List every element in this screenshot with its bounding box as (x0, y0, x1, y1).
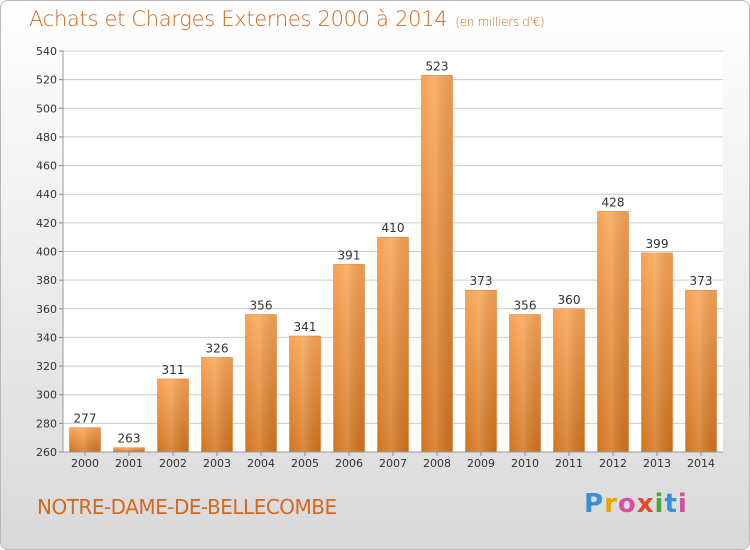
x-tick-label: 2013 (643, 457, 671, 470)
x-tick-label: 2001 (115, 457, 143, 470)
logo-letter: P (584, 489, 605, 519)
data-label: 410 (382, 221, 405, 235)
chart-title-text: Achats et Charges Externes 2000 à 2014 (29, 7, 448, 31)
y-axis: 260 280 300 320 340 360 380 400 420 440 460 480 500 5… (36, 45, 64, 459)
bar-shade (289, 335, 321, 452)
y-tick-label: 360 (36, 303, 57, 316)
y-tick-label: 320 (36, 360, 57, 373)
logo-letter: r (604, 489, 618, 519)
y-tick-label: 280 (36, 417, 57, 430)
x-tick-label: 2007 (379, 457, 407, 470)
x-tick-label: 2005 (291, 457, 319, 470)
x-tick-label: 2014 (687, 457, 715, 470)
chart-subtitle: (en milliers d'€) (455, 15, 545, 29)
y-tick-label: 520 (36, 74, 57, 87)
logo-letter: o (617, 489, 637, 519)
data-label: 399 (646, 237, 669, 251)
data-label: 326 (206, 341, 229, 355)
x-tick-label: 2008 (423, 457, 451, 470)
x-tick-label: 2003 (203, 457, 231, 470)
data-label: 311 (162, 363, 185, 377)
x-axis: 2000 2001 2002 2003 2004 2005 2006 2007 2008 2009… (63, 451, 723, 470)
y-tick-label: 400 (36, 246, 57, 259)
bar-shade (201, 357, 233, 452)
chart-title: Achats et Charges Externes 2000 à 2014 (e… (29, 7, 545, 31)
logo-letter: i (677, 489, 688, 519)
bar-shade (245, 314, 277, 452)
x-tick-label: 2006 (335, 457, 363, 470)
bar-shade (465, 290, 497, 452)
y-tick-label: 420 (36, 217, 57, 230)
y-tick-label: 500 (36, 102, 57, 115)
data-label: 391 (338, 248, 361, 262)
bar-shade (333, 264, 365, 452)
commune-name: NOTRE-DAME-DE-BELLECOMBE (37, 495, 337, 519)
x-tick-label: 2009 (467, 457, 495, 470)
x-tick-label: 2000 (71, 457, 99, 470)
bar-shade (69, 427, 101, 452)
bar-shade (421, 75, 453, 452)
bar-shade (553, 308, 585, 452)
x-tick-label: 2011 (555, 457, 583, 470)
y-tick-label: 480 (36, 131, 57, 144)
bar-shade (377, 237, 409, 452)
data-label: 356 (514, 299, 537, 313)
data-label: 428 (602, 195, 625, 209)
y-tick-label: 260 (36, 446, 57, 459)
x-tick-label: 2004 (247, 457, 275, 470)
x-tick-label: 2012 (599, 457, 627, 470)
bar-shade (685, 290, 717, 452)
y-tick-label: 460 (36, 160, 57, 173)
bar-shade (597, 211, 629, 452)
y-tick-label: 440 (36, 188, 57, 201)
proxiti-logo: Proxiti (584, 489, 688, 519)
data-label: 373 (470, 274, 493, 288)
bar-shade (113, 447, 145, 452)
y-tick-label: 540 (36, 45, 57, 58)
logo-letter: t (664, 489, 678, 519)
data-label: 263 (118, 432, 141, 446)
data-label: 356 (250, 299, 273, 313)
data-label: 523 (426, 59, 449, 73)
y-tick-label: 340 (36, 331, 57, 344)
data-label: 360 (558, 293, 581, 307)
bars: 277 263 311 326 356 341 391 410 523 373 356 360 428 3… (69, 59, 717, 453)
data-label: 277 (74, 412, 97, 426)
data-label: 373 (690, 274, 713, 288)
x-tick-label: 2002 (159, 457, 187, 470)
y-tick-label: 380 (36, 274, 57, 287)
x-tick-label: 2010 (511, 457, 539, 470)
bar-shade (641, 252, 673, 452)
bar-shade (157, 378, 189, 452)
logo-letter: i (654, 489, 665, 519)
logo-letter: x (636, 489, 655, 519)
y-tick-label: 300 (36, 389, 57, 402)
bar-shade (509, 314, 541, 452)
data-label: 341 (294, 320, 317, 334)
